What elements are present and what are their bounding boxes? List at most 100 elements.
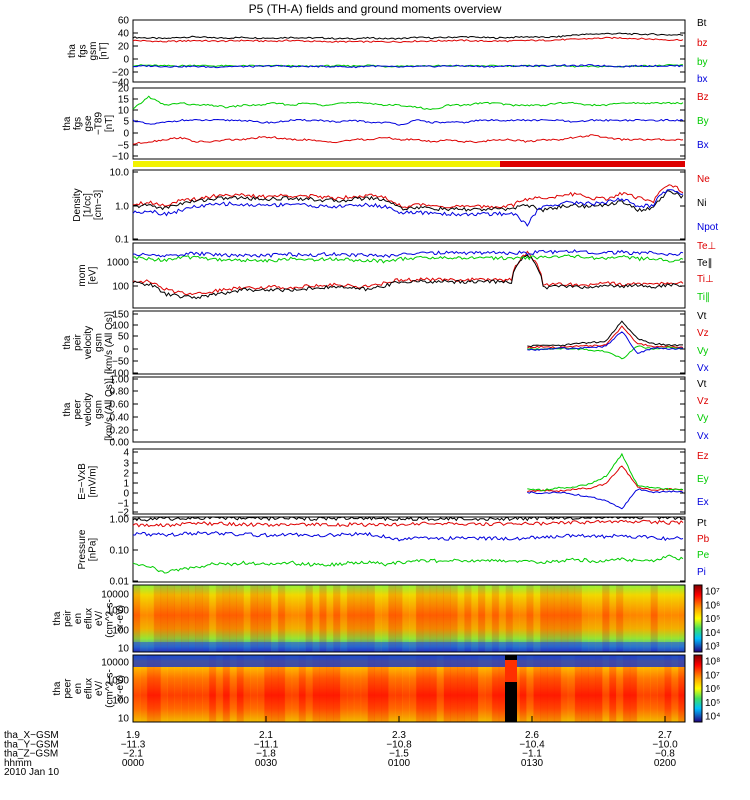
figure-title: P5 (TH-A) fields and ground moments over… — [249, 2, 502, 16]
panel-10-stripe-50 — [478, 655, 486, 722]
panel-10-stripe-43 — [429, 655, 438, 722]
panel-10-stripe-39 — [402, 655, 410, 722]
panel-9-stripe-17 — [250, 585, 258, 652]
panel-2-legend-0: Bz — [697, 92, 709, 103]
xaxis-row-0-value-0: 1.9 — [126, 730, 140, 741]
panel-1-ytick-2: 20 — [118, 42, 130, 53]
panel-10-stripe-8 — [188, 655, 196, 722]
panel-10-stripe-0 — [133, 655, 141, 722]
panel-8-series-Pe — [132, 554, 684, 574]
panel-9-stripe-7 — [181, 585, 189, 652]
panel-2-ylabel-3: −T89 — [94, 112, 105, 136]
panel-10-stripe-17 — [250, 655, 258, 722]
panel-9-stripe-71 — [622, 585, 631, 652]
panel-1-ylabel-1: fgs — [78, 44, 89, 57]
panel-10: tha peer en eflux eV/(cm^2-s-sr-eV) 10000 1000… — [52, 654, 720, 725]
panel-9-stripe-4 — [160, 585, 168, 652]
panel-10-stripe-42 — [422, 655, 431, 722]
panel-8-legend-0: Pt — [697, 518, 707, 529]
panel-8-ytick-2: 0.01 — [110, 577, 130, 588]
panel-10-stripe-33 — [360, 655, 369, 722]
xaxis-row-label-0: tha_X−GSM — [4, 730, 59, 741]
panel-10-stripe-1 — [139, 655, 148, 722]
panel-10-stripe-61 — [553, 655, 562, 722]
panel-9-stripe-63 — [567, 585, 576, 652]
panel-9-stripe-28 — [326, 585, 334, 652]
panel-3-legend-2: Npot — [697, 222, 718, 233]
panel-10-stripe-20 — [271, 655, 279, 722]
xaxis-row-0-value-2: 2.3 — [392, 730, 406, 741]
panel-10-stripe-25 — [305, 655, 313, 722]
panel-10-colorbar-label-1: 10⁷ — [705, 670, 720, 681]
panel-2-series-By — [132, 118, 684, 126]
panel-9-colorbar-label-0: 10⁷ — [705, 587, 720, 598]
xaxis-row-2-value-0: −2.1 — [123, 749, 143, 760]
panel-9-ytick-1: 1000 — [107, 606, 130, 617]
panel-10-stripe-35 — [374, 655, 382, 722]
panel-10-stripe-4 — [160, 655, 168, 722]
panel-9-stripe-77 — [664, 585, 672, 652]
panel-9-stripe-68 — [602, 585, 610, 652]
xaxis-row-2-value-3: −1.1 — [522, 749, 542, 760]
panel-10-colorbar — [693, 654, 703, 723]
panel-9-stripe-14 — [229, 585, 237, 652]
panel-3-ytick-0: 10.0 — [110, 168, 130, 179]
panel-9-stripe-53 — [498, 585, 507, 652]
panel-9-ylabel-4: eV/ — [94, 611, 105, 626]
panel-9-colorbar-label-4: 10³ — [705, 642, 720, 653]
panel-9-stripe-45 — [443, 585, 451, 652]
panel-5-series-Vy — [527, 345, 684, 360]
panel-9-stripe-55 — [512, 585, 520, 652]
panel-10-stripe-47 — [457, 655, 465, 722]
panel-10-stripe-70 — [616, 655, 624, 722]
panel-1-legend-3: bx — [697, 74, 708, 85]
panel-9-stripe-27 — [319, 585, 327, 652]
panel-10-stripe-34 — [367, 655, 375, 722]
panel-9-stripe-6 — [174, 585, 182, 652]
panel-7-ylabel-1: [mV/m] — [88, 465, 99, 497]
panel-9-stripe-37 — [388, 585, 396, 652]
panel-2-ylabel-1: fgs — [73, 117, 84, 130]
panel-9-stripe-24 — [298, 585, 306, 652]
panel-10-ylabel-5: (cm^2-s- — [105, 669, 116, 708]
panel-9-stripe-67 — [595, 585, 603, 652]
panel-9-stripe-40 — [409, 585, 417, 652]
xaxis-row-3-value-4: 0200 — [654, 758, 677, 769]
panel-9-stripe-35 — [374, 585, 382, 652]
panel-7-ylabel-0: E=−VxB — [77, 463, 88, 500]
panel-8-ylabel-0: Pressure — [77, 529, 88, 569]
panel-9-stripe-16 — [243, 585, 251, 652]
xaxis-row-3-value-3: 0130 — [521, 758, 544, 769]
panel-9-stripe-9 — [195, 585, 203, 652]
panel-10-stripe-79 — [678, 655, 686, 722]
panel-10-stripe-68 — [602, 655, 610, 722]
panel-9-stripe-8 — [188, 585, 196, 652]
panel-9-colorbar — [693, 584, 703, 653]
panel-2-ylabel-0: tha — [62, 116, 73, 130]
panel-9-stripe-75 — [650, 585, 658, 652]
panel-10-stripe-48 — [464, 655, 472, 722]
panel-7-ytick-0: 4 — [123, 448, 129, 459]
panel-4-ylabel-0: mom — [77, 264, 88, 286]
panel-5-legend-3: Vx — [697, 363, 709, 374]
panel-2-series-Bz — [132, 95, 684, 111]
panel-5-ylabel-2: velocity — [83, 326, 94, 359]
panel-3-series-Npot — [132, 189, 684, 227]
panel-8-ylabel-1: [nPa] — [88, 538, 99, 562]
panel-10-ytick-1: 1000 — [107, 676, 130, 687]
panel-10-stripe-37 — [388, 655, 396, 722]
panel-10-stripe-28 — [326, 655, 334, 722]
panel-10-ytick-2: 100 — [112, 696, 129, 707]
panel-1: tha fgs gsm [nT] 60 40 20 0 −20−40 Bt bz by bx — [67, 16, 708, 89]
panel-4-series-Ti⊥ — [132, 254, 684, 264]
panel-9-stripe-56 — [519, 585, 527, 652]
panel-4: mom [eV] 1000 100 Te⊥ Te∥ Ti⊥ Ti∥ — [77, 241, 716, 309]
panel-9-low-band — [133, 642, 685, 652]
panel-3-frame — [132, 169, 686, 241]
panel-9-stripe-57 — [526, 585, 534, 652]
panel-2-ylabel-4: [nT] — [104, 115, 115, 132]
panel-9-ylabel-0: tha — [52, 611, 63, 625]
panel-8-series-Pb — [132, 519, 684, 528]
panel-9-stripe-22 — [284, 585, 293, 652]
